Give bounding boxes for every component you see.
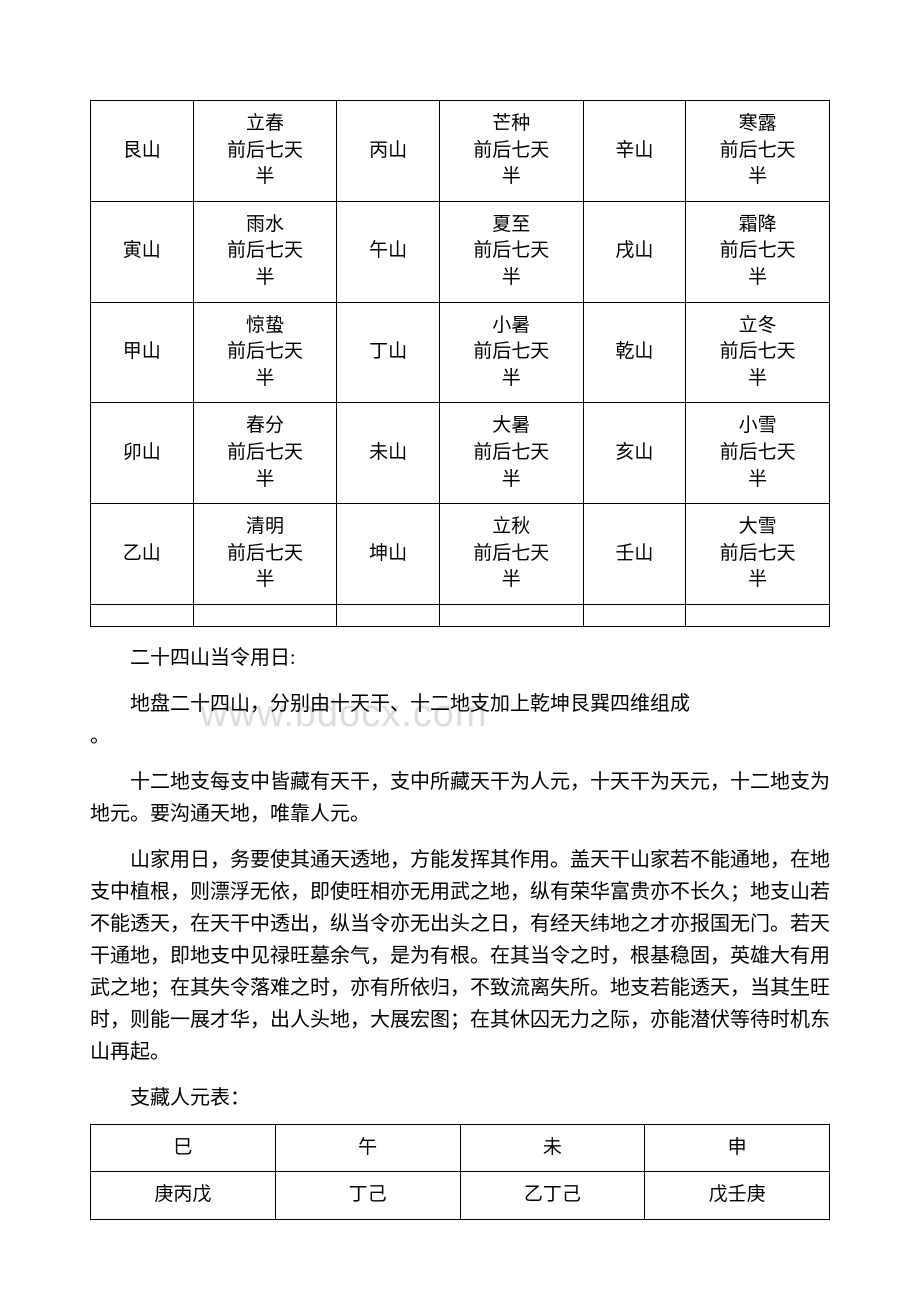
mountain-cell: 未山 [337,403,440,504]
term-cell: 霜降前后七天半 [686,201,830,302]
table-row: 卯山 春分前后七天半 未山 大暑前后七天半 亥山 小雪前后七天半 [91,403,830,504]
branch-header: 未 [460,1124,645,1171]
mountain-cell: 甲山 [91,302,194,403]
table-row: 巳 午 未 申 [91,1124,830,1171]
mountain-cell: 丙山 [337,101,440,202]
paragraph-usage: 山家用日，务要使其通天透地，方能发挥其作用。盖天干山家若不能通地，在地支中植根，… [90,844,830,1068]
term-cell: 寒露前后七天半 [686,101,830,202]
mountain-cell: 辛山 [583,101,686,202]
mountain-cell: 艮山 [91,101,194,202]
branch-header: 午 [275,1124,460,1171]
term-cell: 立春前后七天半 [193,101,337,202]
branch-header: 申 [645,1124,830,1171]
mountains-solar-terms-table: 艮山 立春前后七天半 丙山 芒种前后七天半 辛山 寒露前后七天半 寅山 雨水前后… [90,100,830,627]
mountain-cell: 亥山 [583,403,686,504]
hidden-stems-cell: 丁己 [275,1172,460,1219]
term-cell: 惊蛰前后七天半 [193,302,337,403]
term-cell: 小暑前后七天半 [439,302,583,403]
heading-24-mountains: 二十四山当令用日: [90,642,830,674]
heading-hidden-table: 支藏人元表： [90,1082,830,1114]
term-cell: 大雪前后七天半 [686,504,830,605]
paragraph-composition: 地盘二十四山，分别由十天干、十二地支加上乾坤艮巽四维组成 [90,688,830,720]
mountain-cell: 丁山 [337,302,440,403]
mountain-cell: 寅山 [91,201,194,302]
term-cell: 芒种前后七天半 [439,101,583,202]
term-cell: 小雪前后七天半 [686,403,830,504]
term-cell: 立冬前后七天半 [686,302,830,403]
table-row: 艮山 立春前后七天半 丙山 芒种前后七天半 辛山 寒露前后七天半 [91,101,830,202]
term-cell: 雨水前后七天半 [193,201,337,302]
hidden-stems-cell: 乙丁己 [460,1172,645,1219]
hidden-stems-table: 巳 午 未 申 庚丙戊 丁己 乙丁己 戊壬庚 [90,1124,830,1220]
mountain-cell: 戌山 [583,201,686,302]
mountain-cell: 卯山 [91,403,194,504]
table-row: 寅山 雨水前后七天半 午山 夏至前后七天半 戌山 霜降前后七天半 [91,201,830,302]
table-row: 甲山 惊蛰前后七天半 丁山 小暑前后七天半 乾山 立冬前后七天半 [91,302,830,403]
table-row: 庚丙戊 丁己 乙丁己 戊壬庚 [91,1172,830,1219]
hidden-stems-cell: 戊壬庚 [645,1172,830,1219]
mountain-cell: 坤山 [337,504,440,605]
term-cell: 春分前后七天半 [193,403,337,504]
term-cell: 立秋前后七天半 [439,504,583,605]
table-row: 乙山 清明前后七天半 坤山 立秋前后七天半 壬山 大雪前后七天半 [91,504,830,605]
paragraph-hidden-stems: 十二地支每支中皆藏有天干，支中所藏天干为人元，十天干为天元，十二地支为地元。要沟… [90,766,830,830]
term-cell: 清明前后七天半 [193,504,337,605]
term-cell: 大暑前后七天半 [439,403,583,504]
term-cell: 夏至前后七天半 [439,201,583,302]
mountain-cell: 乙山 [91,504,194,605]
hidden-stems-cell: 庚丙戊 [91,1172,276,1219]
mountain-cell: 午山 [337,201,440,302]
table-empty-row [91,604,830,626]
mountain-cell: 乾山 [583,302,686,403]
mountain-cell: 壬山 [583,504,686,605]
branch-header: 巳 [91,1124,276,1171]
